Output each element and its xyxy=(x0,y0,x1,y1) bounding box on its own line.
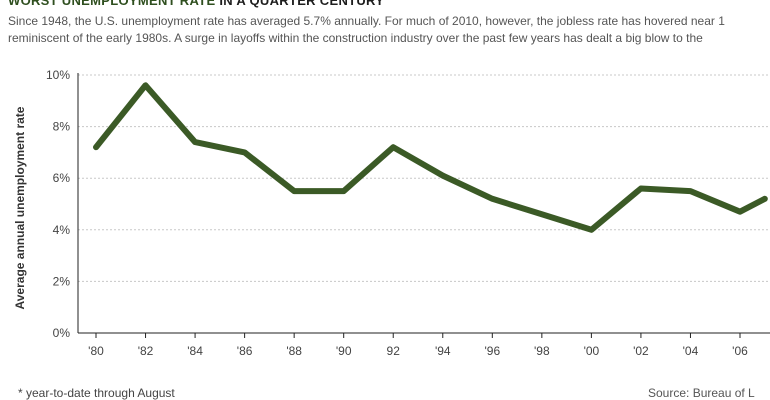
x-tick-label: '94 xyxy=(435,344,451,358)
x-tick-label: '96 xyxy=(484,344,500,358)
title-highlight: WORST UNEMPLOYMENT RATE xyxy=(8,0,216,8)
x-tick-label: '90 xyxy=(336,344,352,358)
x-tick-label: '00 xyxy=(584,344,600,358)
y-tick-label: 0% xyxy=(53,326,71,340)
intro-text: Since 1948, the U.S. unemployment rate h… xyxy=(8,13,770,47)
y-tick-label: 4% xyxy=(53,223,71,237)
y-axis-title: Average annual unemployment rate xyxy=(13,106,27,309)
intro-line-2: reminiscent of the early 1980s. A surge … xyxy=(8,31,703,45)
y-tick-label: 6% xyxy=(53,171,71,185)
series-line xyxy=(93,82,768,233)
x-tick-label: '02 xyxy=(633,344,649,358)
x-tick-label: '86 xyxy=(237,344,253,358)
x-tick-label: '84 xyxy=(187,344,203,358)
x-tick-label: '88 xyxy=(286,344,302,358)
x-tick-label: 92 xyxy=(387,344,401,358)
x-tick-label: '06 xyxy=(732,344,748,358)
intro-line-1: Since 1948, the U.S. unemployment rate h… xyxy=(8,14,725,28)
chart-title: WORST UNEMPLOYMENT RATE IN A QUARTER CEN… xyxy=(8,0,384,8)
x-tick-label: '98 xyxy=(534,344,550,358)
x-tick-label: '04 xyxy=(683,344,699,358)
title-rest: IN A QUARTER CENTURY xyxy=(215,0,385,8)
source-credit: Source: Bureau of L xyxy=(648,386,755,400)
y-tick-label: 8% xyxy=(53,120,71,134)
x-tick-label: '80 xyxy=(88,344,104,358)
x-tick-label: '82 xyxy=(138,344,154,358)
y-tick-label: 10% xyxy=(46,68,70,82)
y-tick-label: 2% xyxy=(53,274,71,288)
footnote: * year-to-date through August xyxy=(18,386,175,400)
